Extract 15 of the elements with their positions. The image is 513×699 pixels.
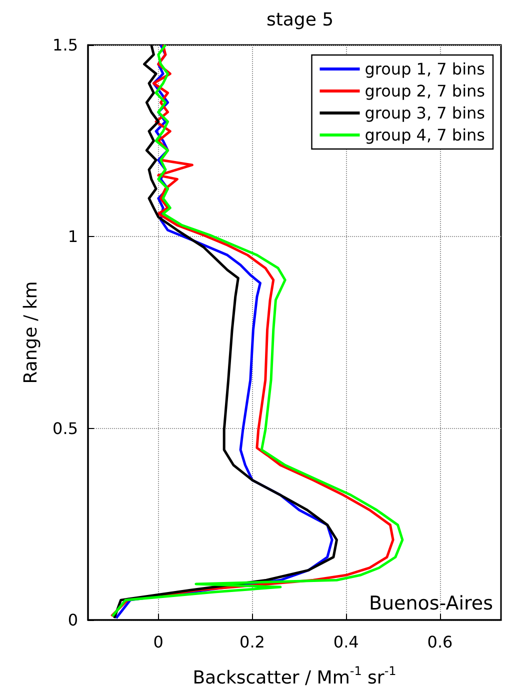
y-tick-label: 1 bbox=[68, 227, 78, 246]
x-tick-label: 0.2 bbox=[240, 632, 265, 652]
y-tick-label: 1.5 bbox=[52, 36, 78, 54]
legend-label: group 2, 7 bins bbox=[364, 82, 485, 100]
x-tick-label: 0.4 bbox=[333, 632, 359, 652]
y-tick-label: 0.5 bbox=[52, 418, 78, 438]
chart-title: stage 5 bbox=[266, 10, 334, 30]
y-tick-label: 0 bbox=[68, 610, 78, 630]
x-tick-label: 0 bbox=[153, 632, 164, 652]
legend-label: group 1, 7 bins bbox=[364, 60, 485, 78]
legend-label: group 3, 7 bins bbox=[364, 104, 485, 122]
legend-label: group 4, 7 bins bbox=[364, 126, 485, 144]
annotation: Buenos-Aires bbox=[368, 592, 493, 614]
x-tick-label: 0.6 bbox=[427, 632, 453, 652]
y-axis-title: Range / km bbox=[20, 281, 42, 384]
